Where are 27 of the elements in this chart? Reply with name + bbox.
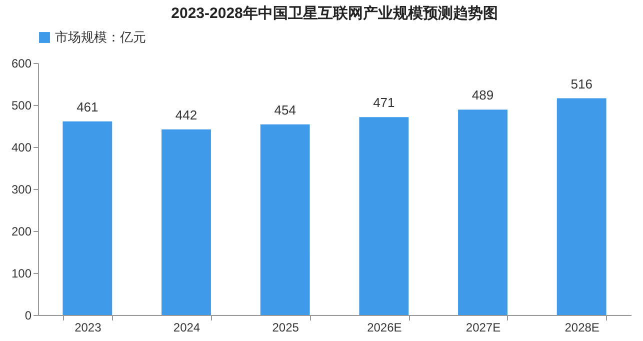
bar	[359, 117, 409, 315]
x-tick-label: 2027E	[466, 320, 501, 334]
x-tick-label: 2023	[74, 320, 102, 334]
chart-title: 2023-2028年中国卫星互联网产业规模预测趋势图	[171, 5, 498, 22]
x-tick-label: 2028E	[564, 320, 600, 334]
bar	[162, 129, 211, 315]
data-label: 489	[472, 88, 494, 103]
y-tick-label: 200	[11, 224, 32, 238]
x-tick-label: 2025	[272, 320, 300, 334]
data-label: 461	[76, 99, 98, 114]
y-tick-label: 400	[11, 140, 32, 154]
legend-label: 市场规模：亿元	[55, 30, 146, 44]
data-label: 471	[373, 95, 395, 110]
y-tick-label: 300	[11, 182, 32, 196]
data-label: 454	[274, 102, 296, 118]
y-tick-label: 500	[11, 98, 32, 112]
y-tick-label: 0	[24, 308, 32, 322]
bar	[458, 110, 508, 315]
bar	[556, 98, 606, 315]
x-tick-label: 2026E	[367, 320, 402, 334]
y-tick-label: 600	[11, 56, 32, 70]
y-tick-label: 100	[11, 266, 32, 280]
data-label: 516	[570, 76, 592, 92]
bar	[62, 121, 112, 315]
bar	[260, 124, 310, 315]
data-label: 442	[175, 107, 198, 122]
x-tick-label: 2024	[173, 320, 200, 334]
